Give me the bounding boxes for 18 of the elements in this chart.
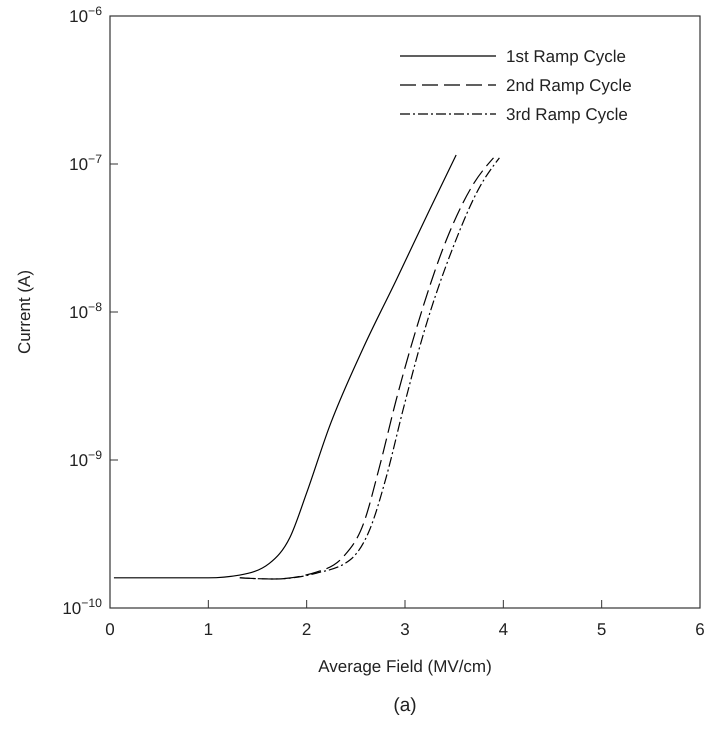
text: 1st Ramp Cycle bbox=[506, 47, 626, 66]
x-tick-label: 2 bbox=[302, 620, 312, 639]
y-axis-title: Current (A) bbox=[15, 270, 34, 354]
x-tick-label: 5 bbox=[596, 620, 606, 639]
y-tick-label: 10$^{−7}$ bbox=[69, 152, 102, 174]
y-tick-label: 10$^{−6}$ bbox=[69, 4, 102, 26]
y-tick-label: 10$^{−9}$ bbox=[69, 448, 102, 470]
x-axis-title: Average Field (MV/cm) bbox=[318, 657, 492, 676]
x-tick-label: 0 bbox=[105, 620, 115, 639]
x-tick-label: 4 bbox=[498, 620, 508, 639]
y-tick-label: 10$^{−10}$ bbox=[62, 596, 102, 618]
x-tick-label: 3 bbox=[400, 620, 410, 639]
text: (a) bbox=[393, 695, 417, 716]
text: 3rd Ramp Cycle bbox=[506, 105, 628, 124]
x-tick-label: 1 bbox=[204, 620, 214, 639]
y-tick-label: 10$^{−8}$ bbox=[69, 300, 102, 322]
text: 2nd Ramp Cycle bbox=[506, 76, 632, 95]
x-tick-label: 6 bbox=[695, 620, 705, 639]
